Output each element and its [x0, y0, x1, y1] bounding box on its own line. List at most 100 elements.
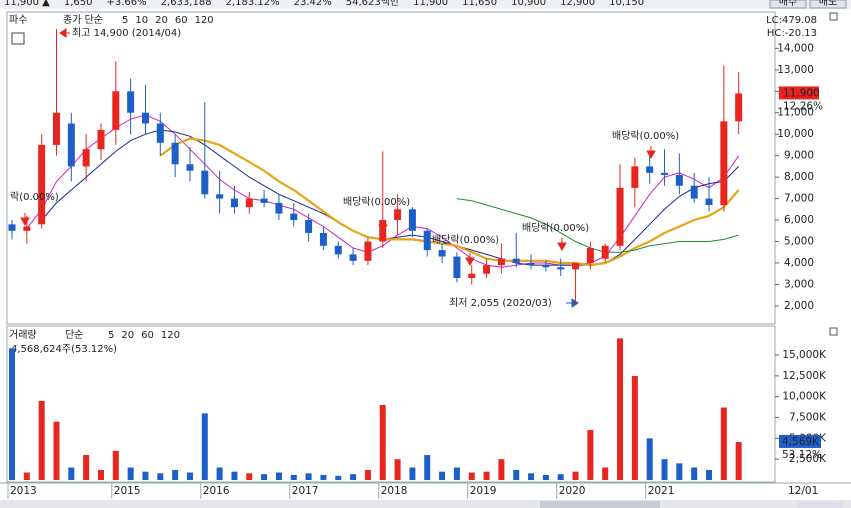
volume-bar [172, 470, 179, 480]
candle-body [527, 262, 535, 266]
last-volume-box [779, 434, 821, 448]
candle-body [423, 230, 431, 251]
candle-body [542, 265, 550, 268]
toolbar [0, 0, 851, 9]
dividend-annotation: 배당락(0.00%) [612, 130, 679, 142]
candle-body [8, 224, 16, 231]
candle-body [97, 129, 105, 150]
volume-bar [38, 400, 45, 480]
volume-bar [320, 475, 327, 480]
volume-bar [364, 470, 371, 480]
volume-bar [424, 455, 431, 480]
volume-bar [127, 467, 134, 480]
legend-label: 종가 단순 [63, 14, 103, 26]
last-price-label: 11,900 [783, 87, 820, 99]
volume-bar [720, 407, 727, 480]
last-price-box [779, 86, 819, 100]
volume-bar [231, 471, 238, 480]
candle-body [601, 245, 609, 259]
volume-bar [142, 471, 149, 480]
volume-bar [186, 472, 193, 480]
x-tick-label: 2018 [381, 485, 408, 497]
volume-bar [691, 467, 698, 480]
lc-label: LC:479.08 [766, 15, 817, 26]
dividend-annotation: 배당락(0.00%) [432, 234, 499, 246]
toolbar-item: 54,623백만 [346, 0, 399, 8]
candle-body [646, 166, 654, 173]
volume-bar [468, 472, 475, 480]
volume-bar [706, 470, 713, 480]
volume-bar [261, 474, 268, 480]
candle-body [690, 185, 698, 199]
legend-entry: 120 [195, 15, 214, 26]
volume-bar [216, 467, 223, 480]
volume-bar [661, 459, 668, 480]
y-tick-label: 9,000 [784, 150, 814, 162]
candle-body [512, 258, 520, 263]
candle-body [127, 91, 135, 113]
y-tick-label: 3,000 [784, 278, 814, 290]
table-icon[interactable] [11, 32, 25, 45]
y-tick-label: 13,000 [777, 64, 814, 76]
toolbar-button[interactable] [809, 0, 847, 9]
low-arrow [566, 298, 579, 308]
panel-button[interactable] [829, 327, 838, 336]
volume-bar [439, 471, 446, 480]
scrollbar[interactable] [0, 500, 851, 508]
volume-bar [83, 455, 90, 480]
candle-body [141, 112, 149, 124]
volume-bar [557, 474, 564, 480]
candle-body [260, 198, 268, 203]
volume-bar [572, 471, 579, 480]
toolbar-item: 11,900 ▲ [4, 0, 50, 8]
volume-bar [735, 441, 742, 480]
x-tick-label: 2015 [114, 485, 141, 497]
candle-body [497, 258, 505, 266]
candle-body [586, 247, 594, 263]
volume-bar [350, 474, 357, 480]
toolbar-button-label: 매수 [779, 0, 797, 8]
volume-bar [379, 405, 386, 480]
scroll-thumb[interactable] [540, 501, 660, 508]
candle-body [438, 250, 446, 257]
y-tick-label: 2,000 [784, 300, 814, 312]
candle-body [171, 142, 179, 165]
toolbar-item: 10,150 [609, 0, 644, 8]
candle-body [230, 198, 238, 208]
toolbar-item: 1,650 [64, 0, 93, 8]
candle-body [275, 202, 283, 214]
candle-body [631, 166, 639, 188]
volume-bar [335, 475, 342, 480]
y-tick-label: 12,500K [782, 370, 827, 382]
dividend-arrow [557, 238, 567, 252]
candle-body [23, 226, 31, 231]
volume-bar [275, 472, 282, 480]
ma-line [159, 137, 740, 267]
toolbar-item: 2,633,188 [161, 0, 212, 8]
volume-legend-entry: 120 [161, 330, 180, 341]
x-tick-label: 2021 [648, 485, 675, 497]
nav-buttons[interactable] [797, 502, 843, 508]
toolbar-button[interactable] [769, 0, 807, 9]
hc-label: HC:-20.13 [767, 28, 817, 39]
candle-body [156, 123, 164, 143]
y-tick-label: 2,500K [789, 453, 827, 465]
volume-bar [587, 430, 594, 480]
dividend-arrow [378, 220, 388, 234]
panel-button[interactable] [829, 12, 838, 21]
candle-body [394, 209, 402, 221]
candle-body [52, 112, 60, 145]
candle-body [82, 149, 90, 167]
high-annotation: 최고 14,900 (2014/04) [72, 27, 181, 39]
toolbar-button-label: 매도 [819, 0, 837, 8]
x-tick-label: 2013 [10, 485, 37, 497]
y-tick-label: 5,000 [784, 236, 814, 248]
price-frame [6, 11, 776, 325]
volume-bar [542, 475, 549, 480]
y-tick-label: 8,000 [784, 171, 814, 183]
x-tick-label: 2016 [203, 485, 230, 497]
volume-bar [157, 473, 164, 480]
candle-body [735, 93, 743, 122]
